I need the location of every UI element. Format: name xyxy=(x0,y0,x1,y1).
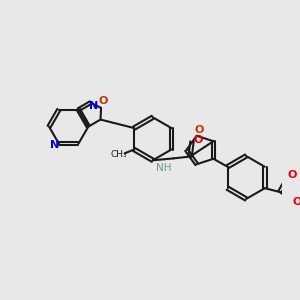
Text: O: O xyxy=(287,170,296,180)
Text: O: O xyxy=(98,96,108,106)
Text: O: O xyxy=(195,125,204,135)
Text: O: O xyxy=(293,197,300,207)
Text: NH: NH xyxy=(156,163,172,173)
Text: O: O xyxy=(194,135,203,145)
Text: CH₃: CH₃ xyxy=(111,150,128,159)
Text: N: N xyxy=(89,101,98,111)
Text: N: N xyxy=(50,140,59,150)
